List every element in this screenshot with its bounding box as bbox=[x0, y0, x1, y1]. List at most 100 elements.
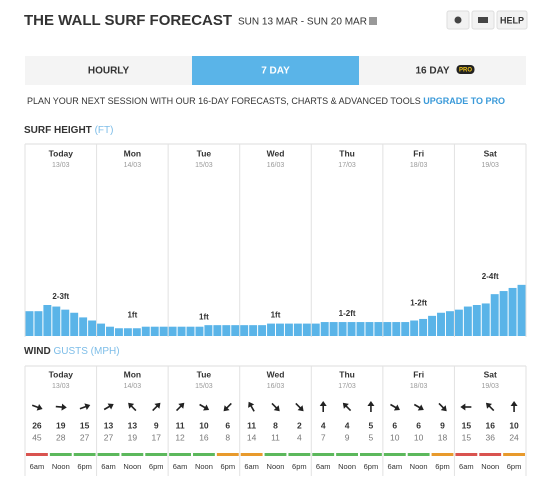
wind-speed: 6 bbox=[392, 420, 397, 430]
surf-bar bbox=[150, 326, 159, 336]
time-label: 6pm bbox=[507, 462, 522, 471]
arrow-head bbox=[154, 402, 161, 409]
arrow-head bbox=[128, 402, 135, 409]
help-button[interactable]: HELP bbox=[496, 10, 528, 30]
surf-bar bbox=[499, 291, 508, 336]
wind-arrow bbox=[79, 403, 91, 410]
wind-speed: 15 bbox=[80, 420, 90, 430]
day-date: 17/03 bbox=[338, 383, 356, 390]
arrow-head bbox=[393, 404, 400, 411]
arrow-head bbox=[485, 402, 492, 409]
surf-bar bbox=[284, 323, 293, 336]
surf-bar bbox=[410, 320, 419, 336]
arrow-head bbox=[367, 401, 375, 406]
surf-bar bbox=[472, 305, 481, 336]
surf-bar bbox=[106, 326, 114, 336]
settings-button[interactable] bbox=[446, 10, 470, 30]
help-label: HELP bbox=[500, 15, 524, 25]
surf-bar bbox=[320, 322, 329, 336]
wind-gust: 17 bbox=[151, 432, 161, 442]
wind-speed: 26 bbox=[32, 420, 42, 430]
surf-bar bbox=[88, 320, 97, 336]
wind-gust: 7 bbox=[321, 432, 326, 442]
arrow-head bbox=[107, 403, 114, 410]
tab-bg bbox=[25, 56, 192, 85]
wind-arrow bbox=[103, 403, 114, 411]
wind-gust: 16 bbox=[199, 432, 209, 442]
wind-arrow bbox=[319, 401, 327, 412]
time-label: 6am bbox=[387, 462, 402, 471]
wind-speed: 13 bbox=[104, 420, 114, 430]
arrow-head bbox=[319, 401, 327, 406]
surf-bar bbox=[356, 322, 365, 336]
time-label: 6am bbox=[459, 462, 474, 471]
surf-bar bbox=[123, 328, 132, 336]
arrow-head bbox=[61, 403, 67, 411]
wind-arrow bbox=[271, 402, 280, 412]
wind-gust: 8 bbox=[225, 432, 230, 442]
surf-bar bbox=[195, 326, 204, 336]
height-label: 2-3ft bbox=[52, 292, 69, 301]
time-label: Noon bbox=[195, 462, 213, 471]
rating-strip bbox=[26, 453, 48, 456]
time-label: Noon bbox=[123, 462, 141, 471]
surf-bar bbox=[338, 322, 347, 336]
wind-arrow bbox=[31, 404, 43, 411]
rating-strip bbox=[121, 453, 144, 456]
wind-speed: 9 bbox=[154, 420, 159, 430]
upgrade-link[interactable]: UPGRADE TO PRO bbox=[423, 96, 505, 106]
surf-title: SURF HEIGHT (FT) bbox=[24, 125, 113, 136]
time-label: Noon bbox=[52, 462, 70, 471]
height-label: 1ft bbox=[127, 311, 137, 320]
surf-bar bbox=[383, 322, 392, 336]
wind-title: WIND GUSTS (MPH) bbox=[24, 346, 120, 357]
tab[interactable]: 16 DAY PRO bbox=[359, 56, 526, 85]
surf-bar bbox=[347, 322, 356, 336]
print-button[interactable] bbox=[471, 10, 495, 30]
wind-speed: 13 bbox=[128, 420, 138, 430]
day-name: Mon bbox=[124, 369, 141, 379]
surf-bar bbox=[114, 328, 123, 336]
time-label: 6pm bbox=[220, 462, 235, 471]
surf-bar bbox=[141, 326, 150, 336]
wind-speed: 4 bbox=[345, 420, 350, 430]
arrow-head bbox=[440, 405, 447, 412]
day-date: 19/03 bbox=[481, 383, 499, 390]
wind-speed: 4 bbox=[321, 420, 326, 430]
wind-speed: 10 bbox=[509, 420, 519, 430]
wind-gust: 10 bbox=[414, 432, 424, 442]
surf-bar bbox=[34, 311, 43, 336]
surf-bar bbox=[168, 326, 177, 336]
day-date: 18/03 bbox=[410, 162, 428, 169]
title: THE WALL SURF FORECAST bbox=[24, 12, 232, 29]
time-label: Noon bbox=[481, 462, 499, 471]
day-name: Thu bbox=[339, 369, 355, 379]
surf-bar bbox=[437, 312, 445, 336]
time-label: 6pm bbox=[149, 462, 164, 471]
wind-gust: 19 bbox=[128, 432, 138, 442]
surf-bar bbox=[463, 306, 472, 336]
day-name: Tue bbox=[197, 369, 212, 379]
surf-bar bbox=[61, 309, 70, 336]
rating-strip bbox=[503, 453, 525, 456]
wind-arrow bbox=[55, 403, 67, 411]
calendar-icon bbox=[369, 17, 377, 25]
time-label: 6am bbox=[173, 462, 188, 471]
wind-arrow bbox=[413, 403, 424, 411]
surf-bar bbox=[302, 323, 311, 336]
wind-arrow bbox=[390, 403, 400, 411]
surf-bar bbox=[249, 325, 258, 336]
tab[interactable]: 7 DAY bbox=[192, 56, 359, 85]
surf-bar bbox=[79, 317, 88, 336]
wind-arrow bbox=[152, 402, 161, 412]
time-label: 6am bbox=[244, 462, 259, 471]
day-name: Fri bbox=[413, 369, 424, 379]
tab[interactable]: HOURLY bbox=[25, 56, 192, 85]
surf-bar bbox=[186, 326, 195, 336]
wind-gust: 24 bbox=[509, 432, 519, 442]
wind-arrow bbox=[199, 403, 210, 411]
wind-speed: 6 bbox=[225, 420, 230, 430]
height-label: 2-4ft bbox=[482, 272, 499, 281]
rating-strip bbox=[288, 453, 311, 456]
